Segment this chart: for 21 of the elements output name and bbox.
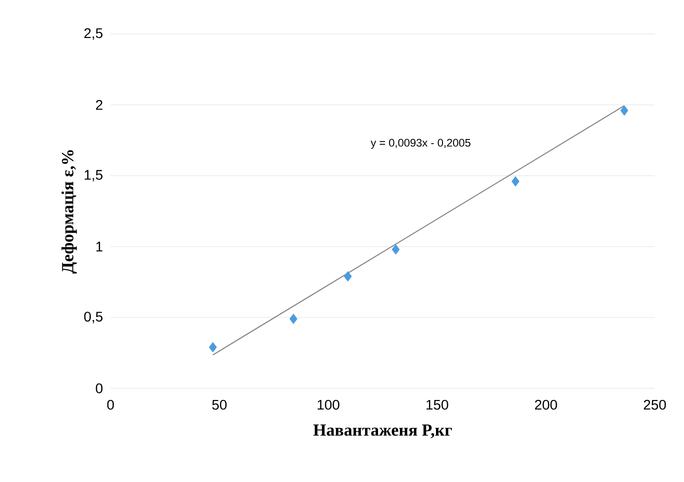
point: [344, 271, 352, 282]
x-axis-title: Навантаженя P,кг: [313, 424, 452, 438]
y-tick-label: 0: [96, 383, 103, 394]
x-tick-label: 150: [426, 400, 448, 410]
point: [208, 342, 217, 352]
x-tick-label: 100: [318, 400, 340, 410]
x-tick-label: 50: [212, 400, 227, 410]
point: [289, 314, 298, 324]
y-tick-label: 2: [96, 100, 102, 110]
point: [512, 176, 520, 187]
y-tick-label: 1,5: [84, 170, 102, 182]
point: [392, 244, 400, 255]
y-tick-label: 0,5: [84, 312, 102, 324]
x-tick-label: 250: [644, 400, 666, 410]
x-tick-label: 200: [535, 400, 558, 410]
y-axis-title: Деформація ε,%: [61, 150, 77, 274]
annotation: y = 0,0093x - 0,2005: [370, 138, 470, 149]
y-tick-label: 2,5: [84, 28, 102, 40]
x-tick-label: 0: [107, 400, 114, 410]
point: [620, 105, 628, 116]
y-tick-label: 1: [96, 242, 102, 252]
